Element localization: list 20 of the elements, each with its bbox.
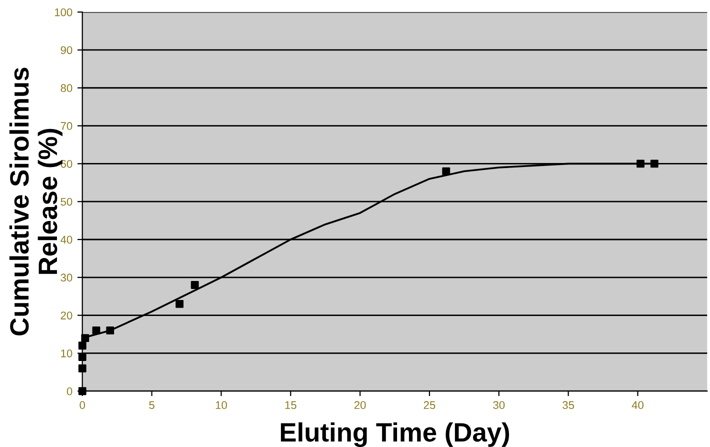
x-tick-label: 15 bbox=[285, 401, 296, 410]
y-tick-label: 0 bbox=[66, 387, 72, 396]
x-tick-label: 40 bbox=[632, 401, 644, 410]
y-tick-label: 90 bbox=[60, 46, 72, 54]
y-tick-label: 30 bbox=[60, 274, 72, 282]
x-tick-label: 35 bbox=[562, 401, 574, 410]
y-tick-label: 100 bbox=[54, 8, 72, 16]
y-tick-label: 70 bbox=[60, 122, 72, 130]
y-tick-label: 80 bbox=[60, 84, 72, 92]
y-tick-label: 50 bbox=[60, 198, 72, 206]
x-tick-label: 0 bbox=[80, 401, 86, 410]
x-tick-label: 30 bbox=[493, 401, 505, 410]
y-tick-label: 40 bbox=[60, 236, 72, 244]
y-tick-label: 20 bbox=[60, 312, 72, 320]
x-axis-title: Eluting Time (Day) bbox=[280, 422, 510, 447]
x-tick-label: 10 bbox=[216, 401, 227, 410]
x-tick-label: 20 bbox=[354, 401, 366, 410]
x-tick-label: 25 bbox=[424, 401, 436, 410]
x-tick-label: 5 bbox=[149, 401, 154, 410]
y-tick-label: 10 bbox=[61, 349, 72, 358]
